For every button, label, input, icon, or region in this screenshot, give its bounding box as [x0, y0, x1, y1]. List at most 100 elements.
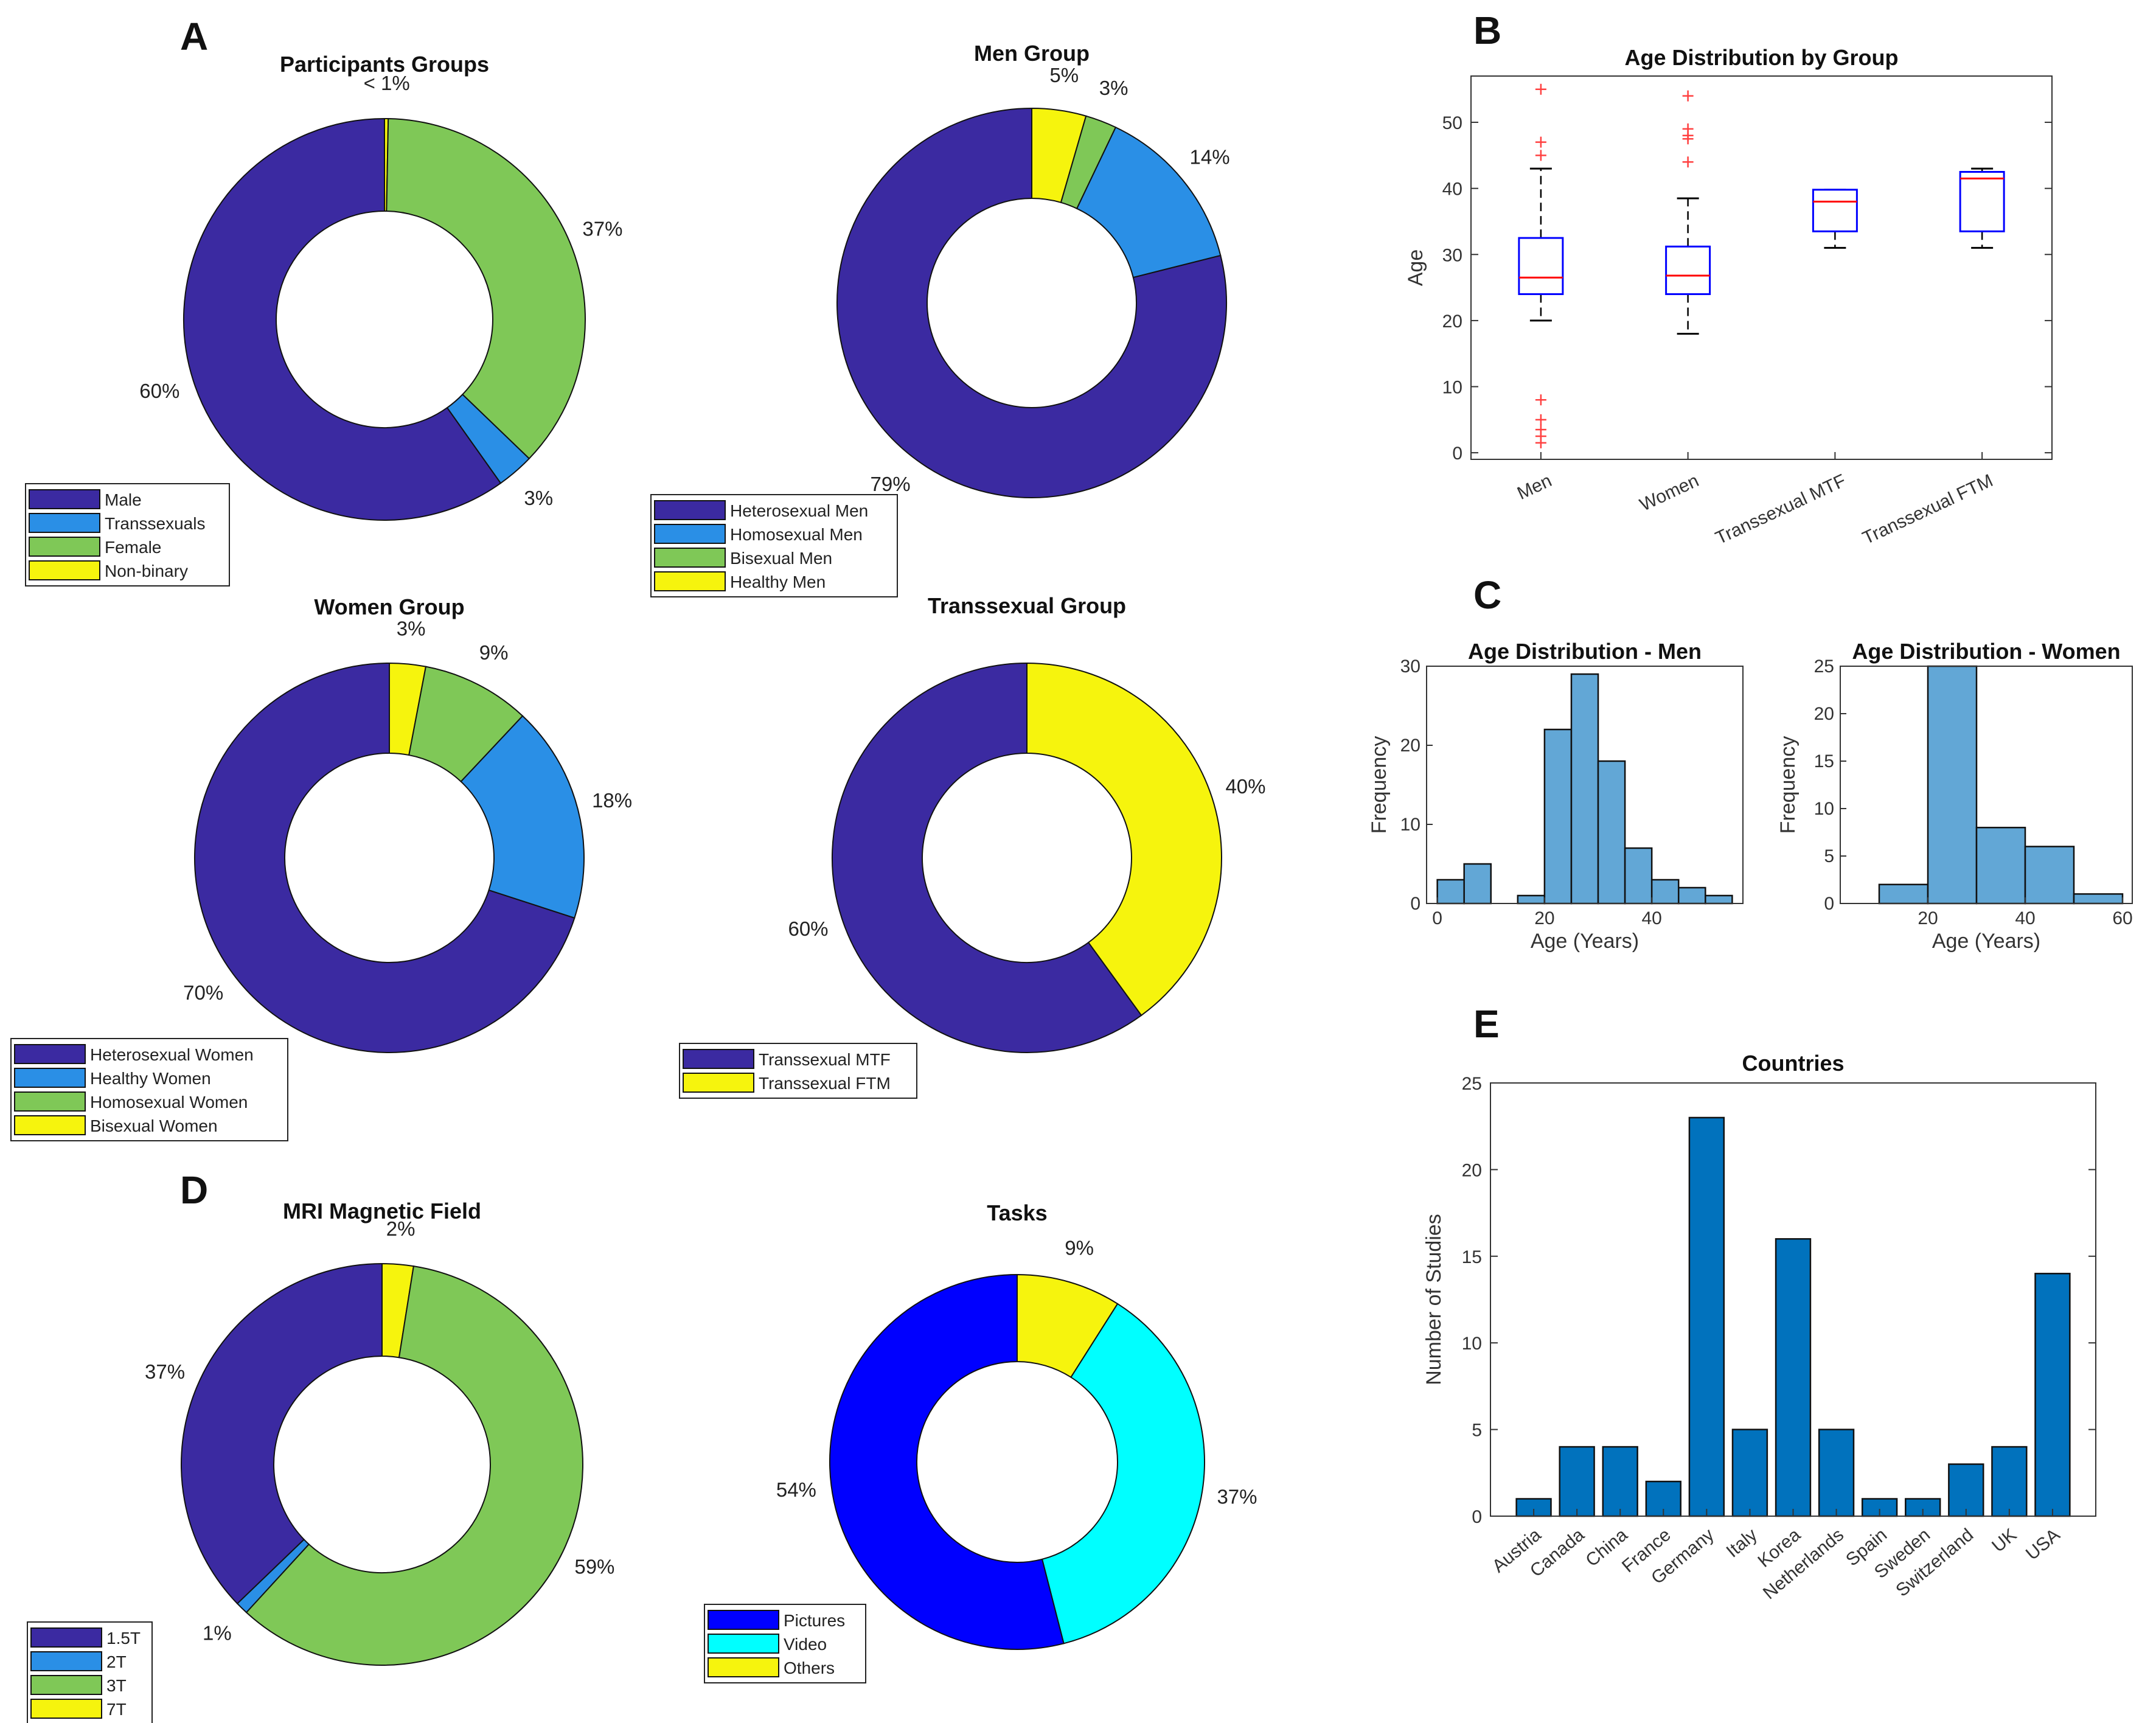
slice-pictures: [829, 1273, 1065, 1650]
x-tick-label: 20: [1918, 908, 1938, 928]
legend-swatch: [683, 1073, 754, 1093]
y-tick-label: 10: [1814, 799, 1834, 819]
legend-entry: Video: [784, 1635, 827, 1654]
outlier-marker: [1535, 414, 1546, 425]
percent-label: 40%: [1225, 775, 1265, 798]
slice-male: [183, 117, 502, 521]
legend-entry: 1.5T: [106, 1629, 141, 1648]
legend-swatch: [708, 1610, 779, 1630]
legend-swatch: [14, 1068, 86, 1088]
legend-swatch: [14, 1044, 86, 1064]
legend-entry: Female: [105, 538, 161, 557]
legend-entry: Non-binary: [105, 562, 188, 580]
histogram-bar: [1463, 863, 1492, 905]
y-tick-label: 20: [1814, 704, 1834, 724]
bar-uk: [1991, 1446, 2028, 1517]
legend-swatch: [654, 500, 726, 520]
legend-entry: Transsexual MTF: [759, 1050, 891, 1069]
y-axis-label: Frequency: [1776, 736, 1800, 834]
legend-entry: 3T: [106, 1676, 127, 1695]
legend-entry: Pictures: [784, 1611, 845, 1630]
percent-label: 60%: [788, 917, 828, 940]
legend-entry: Bisexual Men: [730, 549, 832, 568]
legend-swatch: [30, 1627, 102, 1648]
plot-frame: [1490, 1082, 2096, 1517]
chart-title: MRI Magnetic Field: [283, 1199, 481, 1224]
histogram-bar: [1597, 760, 1626, 905]
percent-label: 59%: [574, 1556, 614, 1578]
bar-switzerland: [1948, 1463, 1984, 1517]
y-tick-label: 20: [1462, 1160, 1482, 1180]
percent-label: 37%: [1217, 1485, 1257, 1508]
percent-label: 37%: [145, 1360, 185, 1383]
chart-title: Men Group: [974, 41, 1090, 66]
y-tick-label: 15: [1814, 751, 1834, 771]
histogram-bar: [1705, 894, 1733, 905]
percent-label: 3%: [1099, 77, 1128, 99]
donut-chart-participants: Participants Groups< 1% 37% 3% 60% Male Trans…: [25, 52, 622, 587]
y-tick-label: 5: [1472, 1421, 1482, 1441]
y-tick-label: 40: [1442, 179, 1462, 200]
y-axis-label: Frequency: [1368, 736, 1391, 834]
legend-entry: 2T: [106, 1652, 127, 1671]
box-transsexual-mtf: [1812, 189, 1858, 232]
legend-swatch: [30, 1651, 102, 1671]
legend-swatch: [14, 1091, 86, 1112]
outlier-marker: [1535, 136, 1546, 148]
outlier-marker: [1682, 123, 1694, 134]
outlier-marker: [1535, 394, 1546, 406]
y-tick-label: 10: [1400, 815, 1421, 835]
y-tick-label: 50: [1442, 113, 1462, 133]
bar-france: [1645, 1480, 1681, 1517]
bar-korea: [1775, 1238, 1812, 1517]
x-tick-label: 40: [1641, 908, 1661, 928]
legend-entry: Homosexual Men: [730, 525, 863, 544]
chart-title: Participants Groups: [280, 52, 489, 77]
percent-label: 54%: [776, 1478, 816, 1501]
y-tick-label: 0: [1410, 894, 1421, 914]
outlier-marker: [1535, 150, 1546, 161]
legend-swatch: [29, 513, 100, 533]
legend-entry: Bisexual Women: [90, 1116, 218, 1135]
legend: Pictures Video Others: [704, 1604, 866, 1683]
legend-entry: Healthy Women: [90, 1069, 211, 1088]
legend-entry: 7T: [106, 1700, 127, 1719]
legend-swatch: [30, 1675, 102, 1695]
histogram-bar: [1517, 894, 1546, 905]
y-axis-label: Number of Studies: [1422, 1214, 1445, 1385]
legend-swatch: [29, 489, 100, 509]
slice-transsexual-mtf: [832, 662, 1142, 1053]
plot-frame: [1426, 666, 1744, 904]
percent-label: 9%: [1065, 1237, 1094, 1259]
legend-swatch: [30, 1699, 102, 1719]
histogram-bar: [1570, 673, 1599, 905]
chart-title: Countries: [1742, 1051, 1844, 1076]
percent-label: 3%: [397, 618, 426, 640]
percent-label: 9%: [479, 641, 509, 664]
percent-label: 1%: [203, 1622, 232, 1645]
bar-china: [1602, 1446, 1638, 1517]
legend: Male Transsexuals Female Non-binary: [25, 483, 230, 587]
legend-swatch: [29, 560, 100, 580]
histogram-bar: [1650, 879, 1680, 905]
percent-label: < 1%: [364, 72, 410, 94]
slice-homosexual-men: [1076, 126, 1222, 279]
slice-heterosexual-men: [836, 107, 1227, 498]
percent-label: 60%: [139, 380, 179, 402]
x-tick-label: 60: [2112, 908, 2132, 928]
legend-entry: Healthy Men: [730, 573, 826, 591]
y-tick-label: 0: [1472, 1507, 1482, 1527]
plot-frame: [1840, 666, 2133, 904]
outlier-marker: [1682, 90, 1694, 102]
histogram-bar: [1543, 728, 1573, 905]
chart-title: Tasks: [987, 1200, 1047, 1225]
percent-label: 37%: [582, 217, 622, 240]
panel-label-b: B: [1473, 9, 1501, 52]
chart-title: Age Distribution - Women: [1852, 639, 2120, 664]
slice-healthy-women: [460, 715, 585, 919]
box-men: [1518, 237, 1564, 295]
